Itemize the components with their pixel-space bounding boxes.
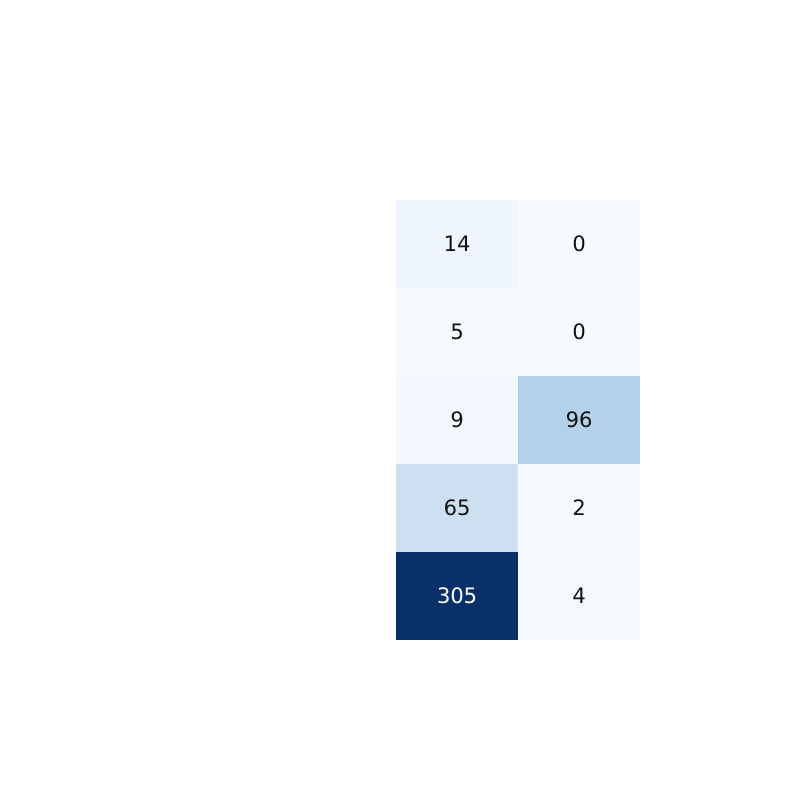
heatmap-labels: 14 0 5 0 9 96 65 2 305 4 [437,232,592,608]
heatmap-cell-label: 65 [444,496,471,520]
heatmap-cell-label: 305 [437,584,477,608]
heatmap-cell [396,552,518,640]
heatmap-cell [396,200,518,288]
heatmap-cell [396,464,518,552]
heatmap-cell [518,376,640,464]
heatmap-cell-label: 14 [444,232,471,256]
heatmap-cell-label: 9 [450,408,463,432]
heatmap-cells [396,200,640,640]
heatmap-cell-label: 0 [572,232,585,256]
heatmap-cell-label: 0 [572,320,585,344]
heatmap-cell [518,552,640,640]
heatmap-cell [396,376,518,464]
heatmap-cell-label: 2 [572,496,585,520]
heatmap-cell-label: 96 [566,408,593,432]
heatmap-cell-label: 5 [450,320,463,344]
heatmap-cell [518,464,640,552]
heatmap-cell [518,200,640,288]
heatmap-cell [518,288,640,376]
heatmap-cell-label: 4 [572,584,585,608]
heatmap-cell [396,288,518,376]
